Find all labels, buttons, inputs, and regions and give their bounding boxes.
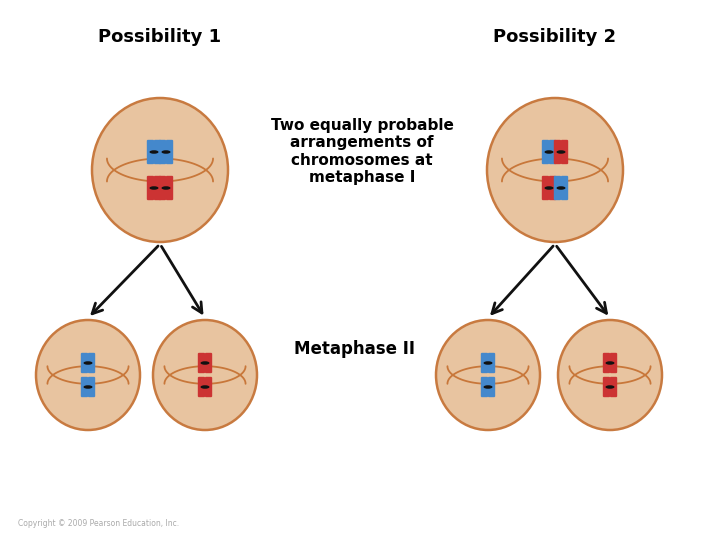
FancyBboxPatch shape — [549, 176, 556, 200]
FancyBboxPatch shape — [610, 353, 617, 373]
FancyBboxPatch shape — [610, 377, 617, 397]
Ellipse shape — [161, 150, 171, 154]
FancyBboxPatch shape — [549, 140, 556, 164]
FancyBboxPatch shape — [488, 377, 495, 397]
FancyBboxPatch shape — [561, 176, 568, 200]
FancyBboxPatch shape — [541, 140, 549, 164]
Ellipse shape — [557, 150, 565, 154]
FancyBboxPatch shape — [147, 176, 154, 200]
FancyBboxPatch shape — [166, 140, 174, 164]
FancyBboxPatch shape — [154, 176, 161, 200]
Ellipse shape — [150, 150, 158, 154]
Text: Copyright © 2009 Pearson Education, Inc.: Copyright © 2009 Pearson Education, Inc. — [18, 519, 179, 528]
FancyBboxPatch shape — [204, 353, 212, 373]
Ellipse shape — [544, 150, 554, 154]
Ellipse shape — [84, 385, 92, 389]
FancyBboxPatch shape — [481, 377, 488, 397]
Ellipse shape — [200, 385, 210, 389]
FancyBboxPatch shape — [481, 353, 488, 373]
FancyBboxPatch shape — [554, 176, 561, 200]
Ellipse shape — [92, 98, 228, 242]
Text: Two equally probable
arrangements of
chromosomes at
metaphase I: Two equally probable arrangements of chr… — [271, 118, 454, 185]
FancyBboxPatch shape — [541, 176, 549, 200]
Ellipse shape — [484, 361, 492, 365]
FancyBboxPatch shape — [88, 353, 95, 373]
Ellipse shape — [606, 361, 614, 365]
Ellipse shape — [84, 361, 92, 365]
Ellipse shape — [436, 320, 540, 430]
FancyBboxPatch shape — [198, 353, 205, 373]
FancyBboxPatch shape — [488, 353, 495, 373]
FancyBboxPatch shape — [166, 176, 174, 200]
FancyBboxPatch shape — [147, 140, 154, 164]
Ellipse shape — [557, 186, 565, 190]
FancyBboxPatch shape — [159, 176, 166, 200]
FancyBboxPatch shape — [154, 140, 161, 164]
FancyBboxPatch shape — [603, 353, 610, 373]
Ellipse shape — [487, 98, 623, 242]
FancyBboxPatch shape — [198, 377, 205, 397]
FancyBboxPatch shape — [603, 377, 610, 397]
Text: Metaphase II: Metaphase II — [294, 340, 415, 358]
Ellipse shape — [153, 320, 257, 430]
Ellipse shape — [484, 385, 492, 389]
Ellipse shape — [200, 361, 210, 365]
FancyBboxPatch shape — [561, 140, 568, 164]
Ellipse shape — [150, 186, 158, 190]
Ellipse shape — [558, 320, 662, 430]
FancyBboxPatch shape — [554, 140, 561, 164]
FancyBboxPatch shape — [81, 353, 89, 373]
FancyBboxPatch shape — [81, 377, 89, 397]
Ellipse shape — [36, 320, 140, 430]
Ellipse shape — [606, 385, 614, 389]
Ellipse shape — [544, 186, 554, 190]
FancyBboxPatch shape — [204, 377, 212, 397]
FancyBboxPatch shape — [159, 140, 166, 164]
Ellipse shape — [161, 186, 171, 190]
FancyBboxPatch shape — [88, 377, 95, 397]
Text: Possibility 1: Possibility 1 — [99, 28, 222, 46]
Text: Possibility 2: Possibility 2 — [493, 28, 616, 46]
